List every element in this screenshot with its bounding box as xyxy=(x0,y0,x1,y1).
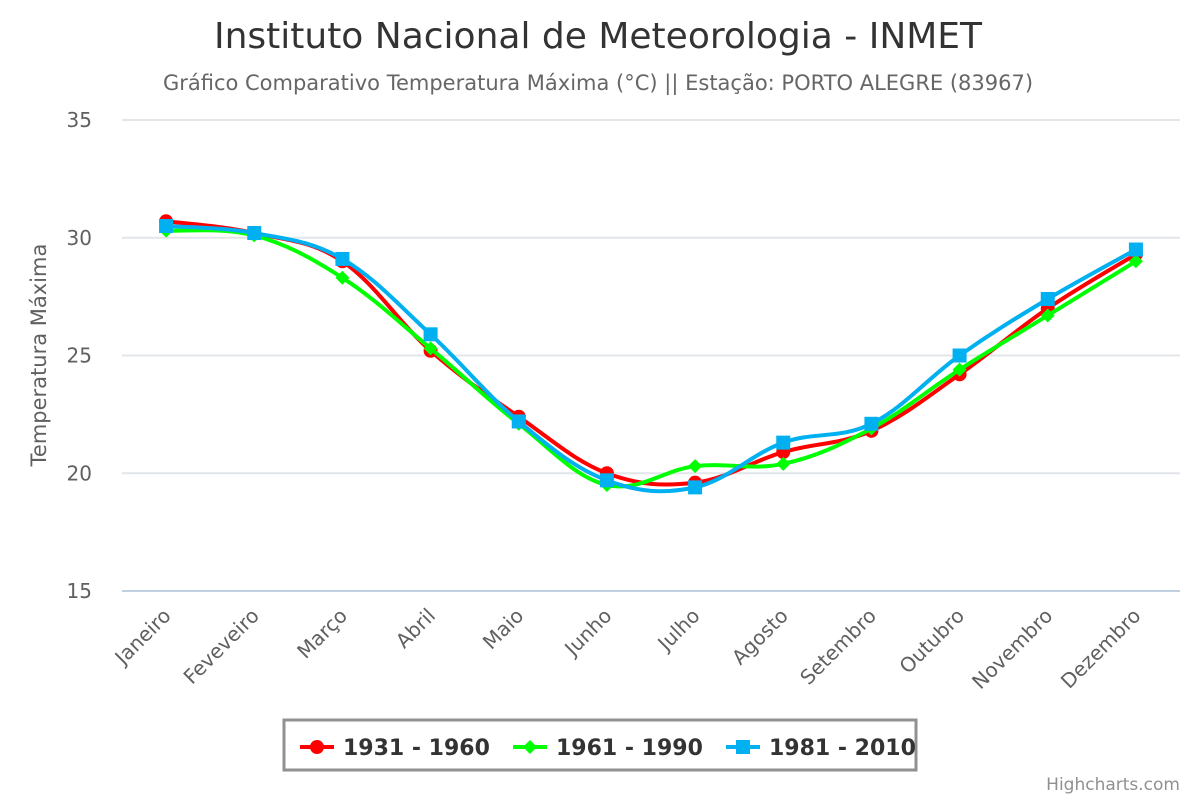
data-point[interactable] xyxy=(688,459,703,474)
data-point[interactable] xyxy=(1128,242,1143,257)
x-tick-label: Maio xyxy=(478,604,528,654)
credits-link[interactable]: Highcharts.com xyxy=(1046,775,1180,795)
y-tick-label: 25 xyxy=(67,344,92,368)
x-tick-label: Janeiro xyxy=(109,604,176,671)
legend-item[interactable]: 1961 - 1990 xyxy=(513,736,703,761)
x-tick-label: Abril xyxy=(391,604,440,653)
data-point[interactable] xyxy=(1040,291,1055,306)
series-group xyxy=(159,214,1143,495)
legend-label: 1931 - 1960 xyxy=(343,736,490,761)
data-point[interactable] xyxy=(423,327,438,342)
y-tick-label: 35 xyxy=(67,108,92,132)
data-point[interactable] xyxy=(335,270,350,285)
legend: 1931 - 1960 1961 - 1990 1981 - 2010 xyxy=(282,718,918,772)
data-point[interactable] xyxy=(776,435,791,450)
x-tick-label: Outubro xyxy=(894,604,969,679)
x-tick-label: Julho xyxy=(652,604,705,657)
data-point[interactable] xyxy=(247,226,262,241)
data-point[interactable] xyxy=(335,251,350,266)
data-point[interactable] xyxy=(599,473,614,488)
x-tick-label: Novembro xyxy=(967,604,1057,694)
data-point[interactable] xyxy=(952,362,967,377)
data-point[interactable] xyxy=(776,456,791,471)
legend-item[interactable]: 1931 - 1960 xyxy=(300,736,490,761)
data-point[interactable] xyxy=(688,480,703,495)
y-axis-ticks: 15 20 25 30 35 xyxy=(67,108,92,603)
data-point[interactable] xyxy=(864,416,879,431)
data-point[interactable] xyxy=(511,414,526,429)
data-point[interactable] xyxy=(423,341,438,356)
data-point[interactable] xyxy=(159,218,174,233)
legend-marker xyxy=(310,740,324,754)
data-point[interactable] xyxy=(1128,254,1143,269)
grid-lines xyxy=(122,119,1180,592)
x-axis-ticks: Janeiro Feveveiro Março Abril Maio Junho Julho… xyxy=(109,604,1146,694)
legend-label: 1981 - 2010 xyxy=(769,736,916,761)
y-tick-label: 20 xyxy=(67,461,92,485)
legend-box xyxy=(282,718,918,772)
legend-marker xyxy=(523,740,537,754)
y-tick-label: 15 xyxy=(67,579,92,603)
x-tick-label: Setembro xyxy=(795,604,881,690)
series-line xyxy=(164,223,1138,494)
x-tick-label: Dezembro xyxy=(1056,604,1146,694)
data-point[interactable] xyxy=(952,348,967,363)
data-point[interactable] xyxy=(1040,308,1055,323)
legend-item[interactable]: 1981 - 2010 xyxy=(726,736,916,761)
series-line xyxy=(164,228,1138,489)
x-tick-label: Agosto xyxy=(727,604,793,670)
x-tick-label: Feveveiro xyxy=(179,604,264,689)
x-tick-label: Junho xyxy=(558,604,616,662)
y-axis-label: Temperatura Máxima xyxy=(27,244,51,468)
series-3 xyxy=(159,218,1143,495)
series-2 xyxy=(159,223,1143,493)
chart-title: Instituto Nacional de Meteorologia - INM… xyxy=(214,16,983,57)
chart-subtitle: Gráfico Comparativo Temperatura Máxima (… xyxy=(163,71,1033,96)
legend-marker xyxy=(736,740,750,754)
y-tick-label: 30 xyxy=(67,226,92,250)
x-tick-label: Março xyxy=(292,604,352,664)
legend-label: 1961 - 1990 xyxy=(556,736,703,761)
